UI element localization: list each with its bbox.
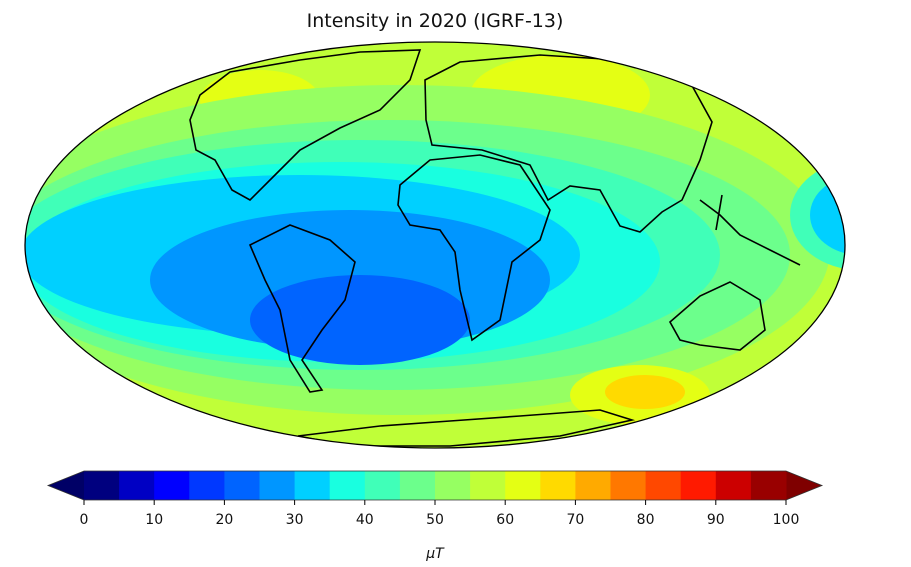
colorbar-tick-label: 20 — [215, 512, 233, 528]
colorbar-bin — [259, 471, 296, 500]
globe-outline — [24, 41, 846, 449]
colorbar-bin — [610, 471, 647, 500]
colorbar-tick-label: 60 — [496, 512, 514, 528]
coast-islands — [699, 194, 801, 266]
colorbar-bin — [680, 471, 717, 500]
colorbar-bin — [715, 471, 752, 500]
colorbar-tick-label: 90 — [707, 512, 725, 528]
colorbar-bin — [505, 471, 541, 500]
colorbar-bin — [364, 471, 401, 500]
coast-africa — [397, 154, 551, 342]
colorbar-bin — [119, 471, 155, 500]
colorbar-bin — [189, 471, 225, 500]
coast-antarctica — [297, 409, 636, 447]
coast-south-america — [248, 224, 356, 393]
colorbar-under-arrow — [48, 471, 84, 500]
contour-south-65-70 — [605, 375, 685, 409]
colorbar-tick-label: 0 — [80, 512, 89, 528]
colorbar-bin — [540, 471, 576, 500]
colorbar-bin — [645, 471, 682, 500]
coast-north-america — [189, 49, 422, 201]
colorbar-bin — [399, 471, 436, 500]
colorbar-bin — [435, 471, 471, 500]
colorbar-tick-label: 10 — [145, 512, 163, 528]
colorbar-tick-label: 80 — [637, 512, 655, 528]
contour-20-25 — [250, 275, 470, 365]
colorbar-bin — [224, 471, 260, 500]
colorbar-tick-label: 40 — [356, 512, 374, 528]
colorbar-bin — [84, 471, 120, 500]
colorbar-bin — [750, 471, 787, 500]
colorbar-label: μT — [425, 546, 445, 562]
colorbar-bin — [329, 471, 366, 500]
coast-australia — [668, 281, 766, 351]
colorbar-tick-label: 70 — [566, 512, 584, 528]
colorbar-tick-label: 100 — [773, 512, 800, 528]
intensity-contours — [25, 42, 845, 448]
colorbar-bin — [294, 471, 331, 500]
colorbar-bin — [575, 471, 611, 500]
map-title: Intensity in 2020 (IGRF-13) — [306, 10, 564, 32]
colorbar-over-arrow — [786, 471, 822, 500]
colorbar-tick-label: 30 — [286, 512, 304, 528]
colorbar-tick-label: 50 — [426, 512, 444, 528]
intensity-map — [24, 41, 846, 449]
colorbar-bin — [470, 471, 506, 500]
colorbar-bin — [154, 471, 190, 500]
